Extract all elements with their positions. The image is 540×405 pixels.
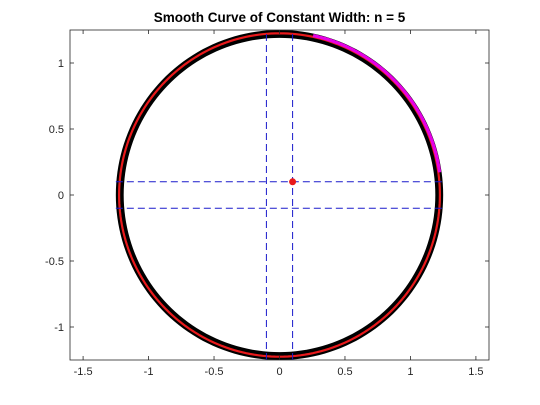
y-tick-label: -1	[54, 322, 64, 334]
plot-area	[115, 30, 444, 360]
tick-layer: -1.5 -1 -0.5 0 0.5 1 1.5 -1 -0.5 0 0.5 1	[45, 30, 489, 378]
x-tick-label: 0	[276, 366, 282, 378]
x-tick-label: 1	[407, 366, 413, 378]
y-tick-label: -0.5	[45, 256, 64, 268]
x-tick-label: 0.5	[337, 366, 352, 378]
x-tick-label: -1.5	[74, 366, 93, 378]
series-center-point	[289, 178, 297, 186]
x-tick-label: -1	[144, 366, 154, 378]
y-tick-label: 0	[58, 190, 64, 202]
x-tick-label: -0.5	[205, 366, 224, 378]
y-tick-label: 1	[58, 58, 64, 70]
y-tick-label: 0.5	[49, 124, 64, 136]
x-tick-label: 1.5	[468, 366, 483, 378]
series-magenta-arc	[312, 33, 442, 173]
axes-background	[70, 30, 489, 360]
chart-title: Smooth Curve of Constant Width: n = 5	[154, 10, 406, 25]
